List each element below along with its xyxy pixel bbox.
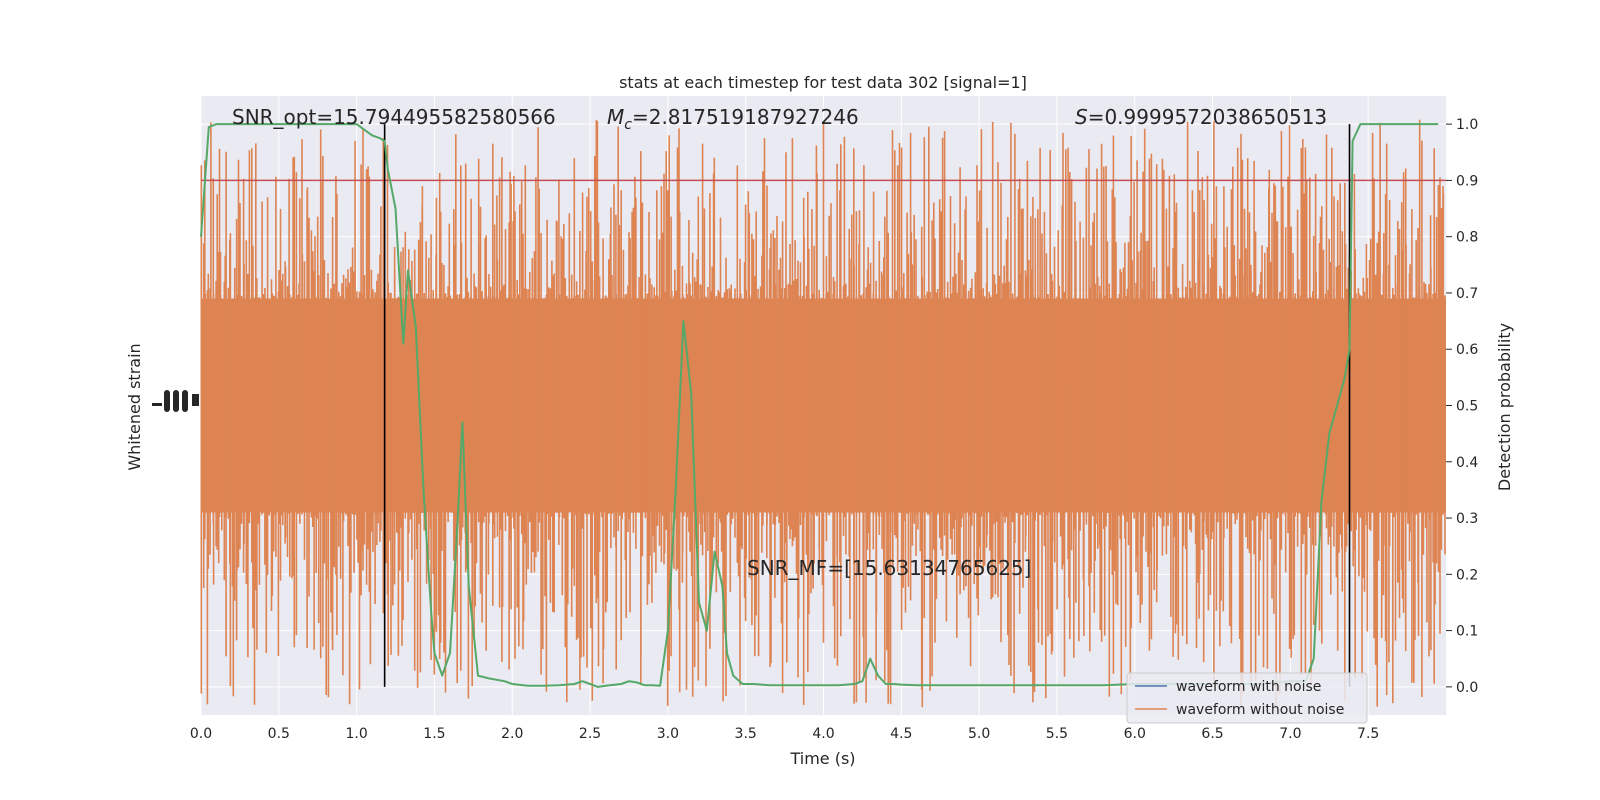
- x-tick-label: 1.0: [345, 726, 367, 742]
- x-tick-label: 4.0: [812, 726, 834, 742]
- right-tick-label: 0.9: [1456, 173, 1478, 189]
- mc-subscript: c: [624, 117, 632, 133]
- vertical-markers: [383, 124, 1351, 687]
- x-tick-label: 3.0: [657, 726, 679, 742]
- legend-label-with-noise: waveform with noise: [1176, 679, 1321, 695]
- right-tick-label: 0.4: [1456, 455, 1478, 471]
- x-tick-labels: 0.0 0.5 1.0 1.5 2.0 2.5 3.0 3.5 4.0 4.5 5.0 5.5 6.0 6…: [190, 726, 1379, 742]
- x-tick-label: 0.5: [268, 726, 290, 742]
- left-tick-mark: [192, 394, 199, 406]
- x-tick-label: 7.0: [1279, 726, 1301, 742]
- s-value: =0.9999572038650513: [1088, 105, 1327, 129]
- x-tick-label: 3.5: [735, 726, 757, 742]
- legend: waveform with noise waveform without noi…: [1126, 672, 1368, 724]
- left-tick-mark: [182, 390, 188, 412]
- mc-symbol: M: [607, 105, 624, 129]
- mc-annotation: Mc=2.817519187927246: [607, 105, 859, 133]
- x-tick-label: 1.5: [423, 726, 445, 742]
- right-tick-label: 0.6: [1456, 342, 1478, 358]
- left-tick-mark: [152, 403, 162, 406]
- chart-title: stats at each timestep for test data 302…: [619, 73, 1027, 92]
- s-annotation: S=0.9999572038650513: [1075, 105, 1327, 129]
- x-tick-label: 6.5: [1201, 726, 1223, 742]
- right-tick-label: 0.7: [1456, 286, 1478, 302]
- strain-series: [200, 119, 1446, 710]
- y-tick-labels: 0.0 0.1 0.2 0.3 0.4 0.5 0.6 0.7 0.8 0.9 1.0: [1446, 117, 1478, 696]
- left-tick-clutter: [152, 390, 199, 412]
- left-tick-mark: [164, 390, 170, 412]
- x-tick-label: 5.0: [968, 726, 990, 742]
- s-symbol: S: [1075, 105, 1088, 129]
- right-tick-label: 0.8: [1456, 230, 1478, 246]
- right-tick-label: 0.5: [1456, 399, 1478, 415]
- y-axis-label-left: Whitened strain: [125, 343, 144, 470]
- x-tick-label: 4.5: [890, 726, 912, 742]
- x-axis-label: Time (s): [789, 749, 855, 768]
- legend-box: [1126, 672, 1368, 724]
- strain-trace-without-noise: [200, 119, 1446, 710]
- right-tick-label: 0.2: [1456, 567, 1478, 583]
- legend-label-without-noise: waveform without noise: [1176, 702, 1344, 718]
- x-tick-label: 2.5: [579, 726, 601, 742]
- snr-opt-annotation: SNR_opt=15.794495582580566: [232, 105, 556, 129]
- x-tick-label: 2.0: [501, 726, 523, 742]
- left-tick-mark: [173, 390, 179, 412]
- mc-value: =2.817519187927246: [632, 105, 859, 129]
- right-tick-label: 0.1: [1456, 624, 1478, 640]
- right-tick-label: 0.3: [1456, 511, 1478, 527]
- x-tick-label: 7.5: [1357, 726, 1379, 742]
- x-tick-label: 6.0: [1124, 726, 1146, 742]
- x-tick-label: 0.0: [190, 726, 212, 742]
- snr-mf-annotation: SNR_MF=[15.63134765625]: [747, 556, 1031, 580]
- right-tick-label: 1.0: [1456, 117, 1478, 133]
- y-axis-label-right: Detection probability: [1495, 323, 1514, 491]
- x-tick-label: 5.5: [1046, 726, 1068, 742]
- right-tick-label: 0.0: [1456, 680, 1478, 696]
